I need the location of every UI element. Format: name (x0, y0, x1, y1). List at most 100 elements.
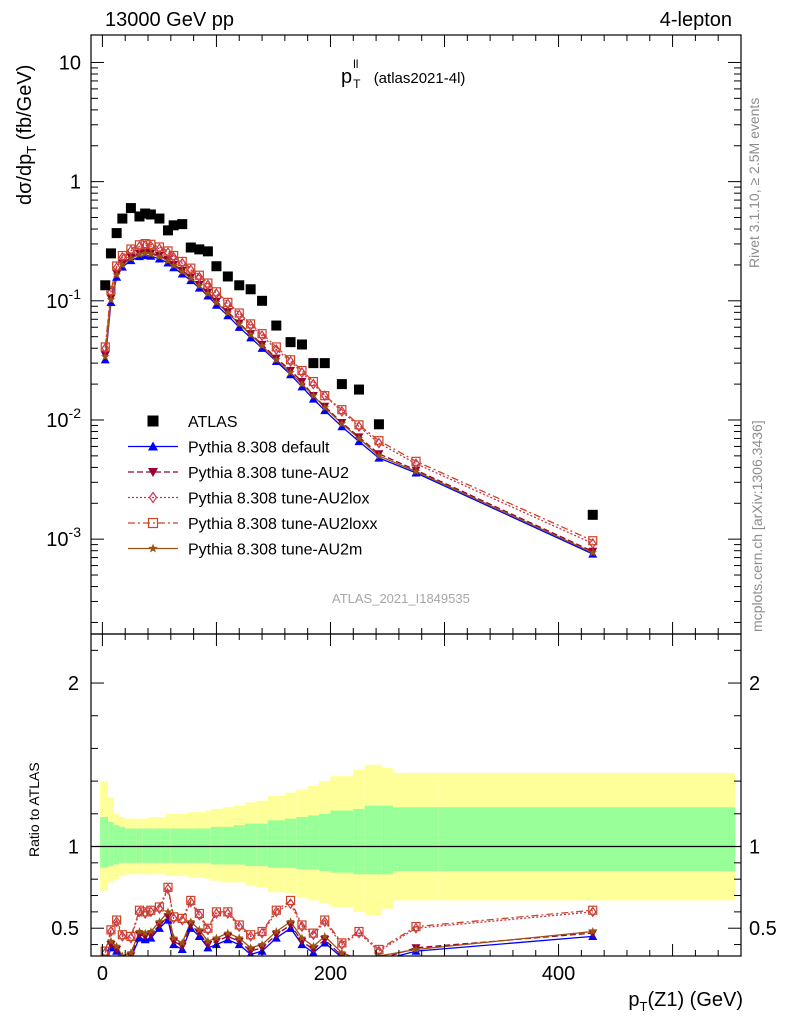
ratio-y-tick-label-left: 1 (68, 836, 79, 858)
data-point (112, 916, 121, 928)
data-point (245, 284, 256, 295)
data-point (235, 921, 244, 933)
data-point (374, 955, 384, 956)
data-point (588, 905, 598, 915)
data-point (164, 883, 172, 895)
data-point (212, 933, 221, 942)
data-point (320, 391, 330, 401)
data-point (203, 936, 213, 945)
data-point (234, 937, 244, 946)
data-point (374, 956, 383, 964)
data-point (177, 267, 187, 276)
data-point (118, 930, 127, 942)
uncertainty-band-inner (307, 815, 320, 870)
data-point (298, 367, 306, 379)
data-point (140, 208, 151, 219)
data-point (106, 285, 116, 296)
data-point (203, 278, 213, 288)
data-point (177, 913, 187, 924)
data-point (194, 270, 204, 280)
data-point (309, 391, 318, 400)
plot-title-main: p (341, 66, 353, 88)
data-point (286, 355, 295, 367)
uncertainty-band-inner (353, 808, 365, 875)
data-point (246, 947, 256, 956)
data-point (223, 297, 233, 307)
ratio-y-tick-label-left: 2 (68, 673, 79, 695)
data-point (101, 352, 110, 361)
uncertainty-band-inner (100, 817, 109, 868)
data-point (588, 906, 597, 918)
legend-entry: Pythia 8.308 tune-AU2m (128, 542, 362, 559)
data-point (285, 895, 296, 906)
data-point (297, 365, 307, 376)
data-point (105, 248, 116, 259)
data-point (309, 929, 318, 941)
data-point (162, 225, 173, 236)
data-point (308, 928, 318, 938)
data-point (147, 517, 159, 529)
data-point (272, 906, 281, 918)
data-point (186, 917, 196, 926)
data-point (353, 384, 364, 395)
data-point (271, 342, 281, 352)
data-point (117, 213, 128, 224)
data-point (234, 308, 244, 318)
uncertainty-band-inner (381, 805, 394, 875)
data-point (285, 355, 296, 365)
plot-title-paren: (atlas2021-4l) (373, 70, 466, 87)
data-point (203, 289, 213, 298)
data-point (212, 297, 221, 306)
data-point (286, 898, 295, 910)
uncertainty-band-inner (222, 826, 234, 865)
data-point (246, 320, 255, 332)
plot-title-sup: ll (353, 57, 359, 71)
data-point (186, 895, 196, 906)
data-point (163, 882, 173, 892)
data-point (223, 298, 232, 310)
data-point (258, 927, 266, 939)
data-point (309, 941, 318, 950)
data-point (177, 256, 187, 267)
y-tick-label: 10-2 (46, 405, 81, 432)
data-point (272, 927, 281, 936)
data-point (297, 937, 307, 946)
uncertainty-band-inner (153, 828, 166, 863)
data-point (148, 543, 158, 553)
data-point (337, 419, 347, 428)
plot-title-sub: T (353, 77, 361, 91)
data-point (235, 309, 244, 321)
data-point (134, 211, 145, 222)
data-point (186, 896, 195, 908)
data-point (297, 382, 307, 391)
uncertainty-band-inner (119, 826, 126, 863)
data-point (186, 273, 196, 282)
data-point (222, 271, 233, 282)
data-point (286, 917, 295, 926)
data-point (117, 955, 127, 956)
data-point (223, 907, 233, 917)
data-point (308, 376, 318, 387)
ratio-series-group (100, 882, 598, 964)
data-point (106, 925, 116, 935)
data-point (127, 932, 135, 944)
uncertainty-band-inner (187, 828, 194, 863)
data-point (155, 917, 164, 926)
data-point (373, 419, 384, 430)
data-point (246, 930, 255, 942)
data-point (211, 907, 222, 917)
data-point (148, 441, 158, 451)
uncertainty-band-inner (284, 818, 297, 868)
data-point (211, 937, 221, 946)
data-point (319, 358, 330, 369)
data-point (101, 947, 110, 956)
data-point (204, 924, 212, 936)
data-point (186, 263, 196, 273)
data-point (140, 248, 150, 257)
uncertainty-band-inner (108, 821, 114, 867)
data-point (297, 920, 307, 930)
ratio-y-tick-label-right: 0.5 (749, 918, 777, 940)
uncertainty-band-inner (136, 828, 143, 863)
legend-entry: Pythia 8.308 tune-AU2lox (128, 491, 369, 508)
data-point (112, 915, 122, 925)
